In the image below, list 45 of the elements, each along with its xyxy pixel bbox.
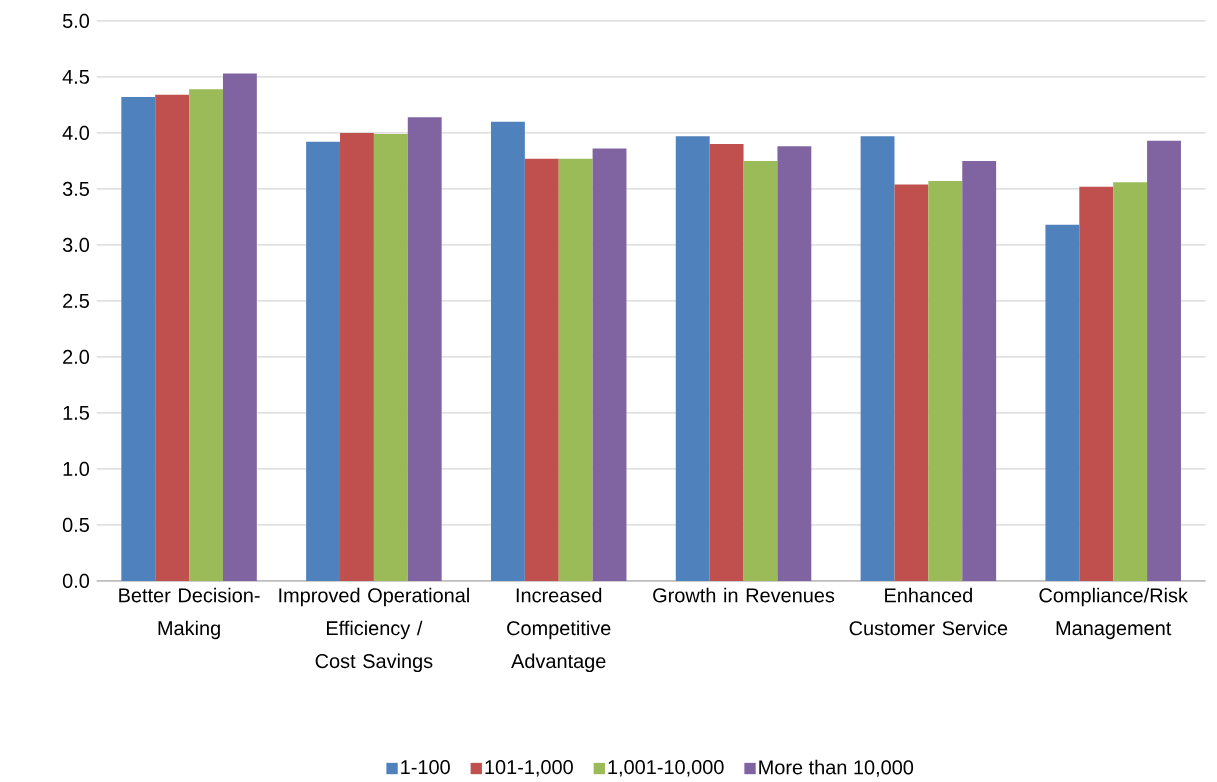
y-tick-label: 1.5	[63, 405, 89, 420]
bar	[222, 73, 257, 581]
x-tick-label: Increased Competitive Advantage	[507, 587, 611, 673]
bar	[121, 96, 156, 581]
legend-label: More than 10,000	[759, 759, 914, 777]
y-tick-label: 4.5	[62, 69, 89, 84]
y-tick-label: 3.0	[62, 237, 90, 252]
bar	[1147, 140, 1181, 581]
x-tick-label: Growth in Revenues	[653, 587, 835, 603]
x-tick-label: Compliance/Risk Management	[1039, 587, 1188, 640]
bar	[189, 89, 223, 581]
y-tick-label: 4.0	[62, 125, 90, 140]
y-tick-label: 1.0	[63, 461, 90, 476]
bar	[558, 158, 593, 581]
y-tick-label: 2.0	[63, 349, 90, 364]
bar	[1079, 186, 1114, 581]
bar	[928, 180, 963, 581]
y-tick-label: 3.5	[62, 181, 89, 196]
bar	[524, 158, 559, 581]
bar	[407, 117, 442, 581]
x-tick-label: Improved Operational Efficiency / Cost Savings	[279, 587, 469, 673]
bar	[155, 94, 190, 581]
bar	[709, 144, 744, 581]
bar	[306, 141, 341, 581]
legend-label: 1,001-10,000	[608, 759, 724, 777]
x-tick-label: Better Decision-Making	[119, 587, 260, 640]
y-tick-label: 2.5	[63, 293, 89, 308]
y-tick-label: 0.0	[62, 573, 90, 588]
bar	[1045, 224, 1080, 581]
bar	[962, 160, 997, 581]
bar	[490, 121, 525, 581]
bar	[340, 132, 374, 581]
legend-label: 101-1,000	[485, 759, 573, 777]
bar	[675, 136, 710, 581]
bar	[373, 133, 408, 581]
legend-label: 1-100	[401, 759, 450, 775]
bar	[894, 184, 929, 581]
y-tick-label: 5.0	[62, 13, 90, 28]
bar	[592, 148, 627, 581]
x-tick-label: Enhanced Customer Service	[849, 587, 1008, 636]
bar	[743, 160, 778, 581]
bar	[1113, 182, 1148, 581]
bar	[860, 136, 895, 581]
y-tick-label: 0.5	[62, 517, 89, 532]
bar	[777, 146, 812, 581]
